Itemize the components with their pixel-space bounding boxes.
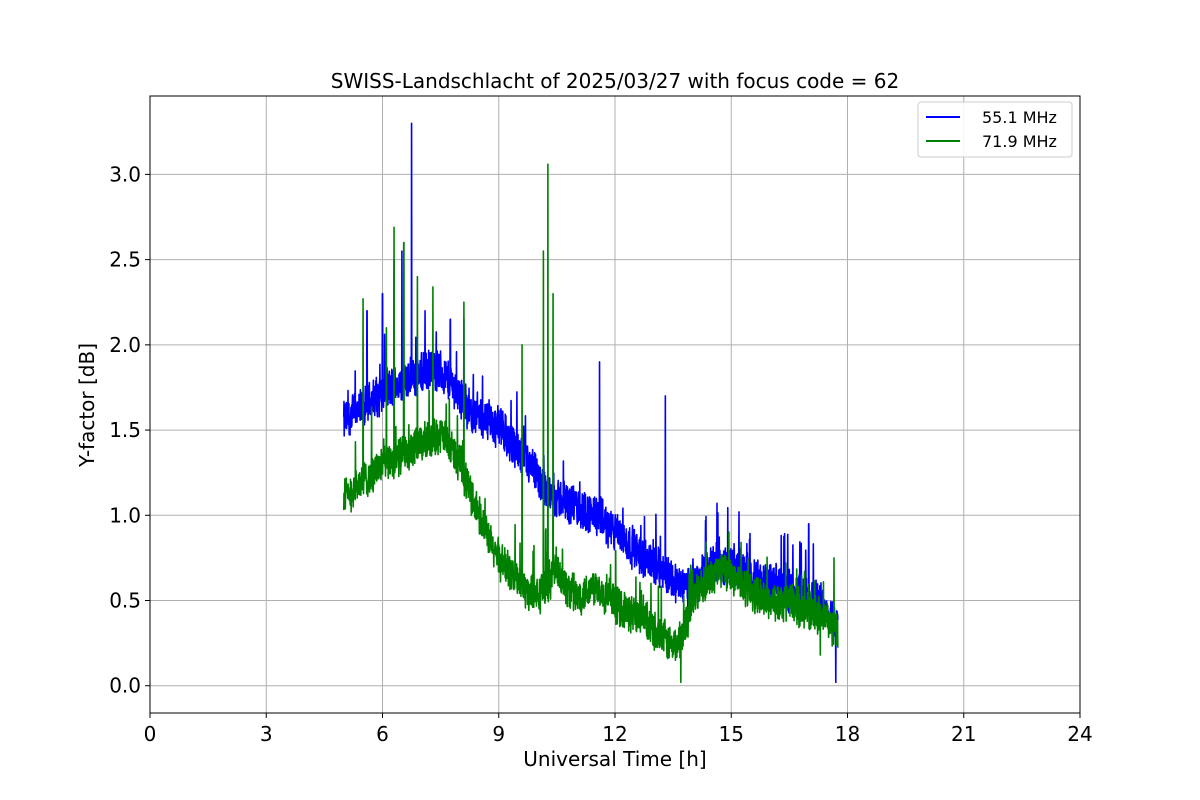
x-tick-label: 6	[376, 722, 389, 746]
y-tick-label: 0.0	[109, 674, 141, 698]
series-layer	[342, 122, 839, 684]
legend: 55.1 MHz 71.9 MHz	[917, 101, 1073, 158]
x-axis: 0 3 6 9 12 15 18 21 24	[144, 713, 1093, 746]
x-tick-label: 15	[719, 722, 744, 746]
legend-label-series-2: 71.9 MHz	[982, 132, 1057, 151]
x-tick-label: 18	[835, 722, 860, 746]
y-tick-label: 0.5	[109, 589, 141, 613]
chart-title: SWISS-Landschlacht of 2025/03/27 with fo…	[331, 69, 899, 93]
grid-lines	[149, 96, 1081, 713]
x-axis-label: Universal Time [h]	[523, 747, 706, 771]
y-tick-label: 1.0	[109, 503, 141, 527]
x-tick-label: 0	[144, 722, 157, 746]
y-tick-label: 2.0	[109, 333, 141, 357]
y-tick-label: 1.5	[109, 418, 141, 442]
y-axis: 0.0 0.5 1.0 1.5 2.0 2.5 3.0	[109, 162, 150, 698]
y-tick-label: 2.5	[109, 248, 141, 272]
x-tick-label: 12	[602, 722, 627, 746]
y-tick-label: 3.0	[109, 162, 141, 186]
x-tick-label: 24	[1067, 722, 1092, 746]
series-line-2	[342, 163, 839, 684]
y-axis-label: Y-factor [dB]	[75, 343, 99, 468]
legend-box	[917, 101, 1073, 158]
x-tick-label: 21	[951, 722, 976, 746]
x-tick-label: 9	[492, 722, 505, 746]
x-tick-label: 3	[260, 722, 273, 746]
legend-label-series-1: 55.1 MHz	[982, 108, 1057, 127]
